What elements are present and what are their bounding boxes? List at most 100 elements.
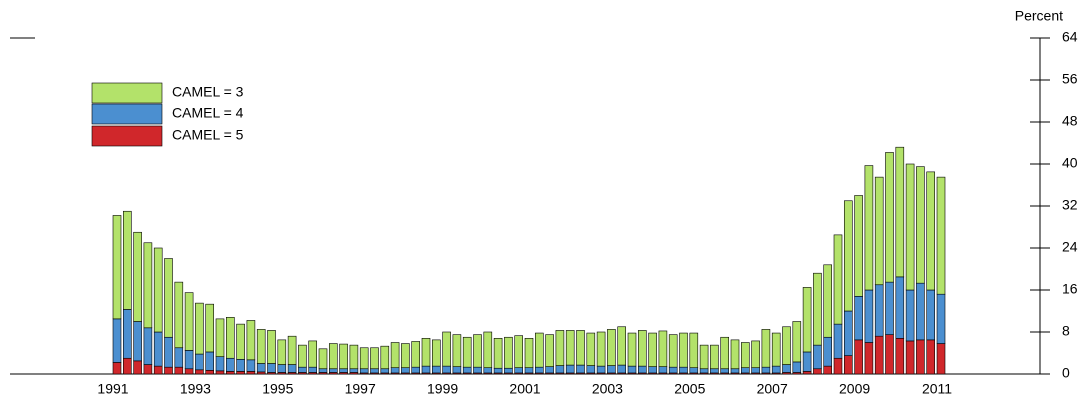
bar-segment [761, 329, 771, 368]
bar-segment [298, 366, 307, 373]
bar-segment [246, 359, 256, 372]
x-tick-label: 2001 [509, 381, 540, 397]
bar-segment [133, 321, 142, 362]
bar-segment [174, 347, 184, 368]
bar-segment [833, 234, 843, 325]
bar-segment [164, 258, 173, 338]
bar-segment [328, 343, 338, 370]
bar-segment [411, 366, 421, 374]
bar-segment [184, 368, 194, 375]
bar-segment [236, 358, 245, 372]
bar-segment [483, 331, 493, 369]
legend-label: CAMEL = 4 [172, 105, 244, 121]
bar-segment [328, 368, 338, 373]
bar-segment [596, 365, 606, 374]
bar-segment [607, 365, 616, 374]
bar-segment [246, 371, 256, 375]
bar-segment [267, 330, 276, 364]
bar-segment [565, 364, 575, 374]
bar-segment [421, 337, 431, 367]
bar-segment [843, 355, 853, 375]
bar-segment [112, 215, 122, 320]
bar-segment [730, 339, 740, 370]
legend-swatch [91, 125, 163, 147]
bar-segment [679, 366, 688, 374]
x-tick-label: 2003 [592, 381, 623, 397]
x-tick-label: 1997 [345, 381, 376, 397]
bar-segment [885, 152, 894, 283]
bar-segment [771, 332, 781, 367]
bar-segment [740, 342, 750, 369]
bar-segment [874, 335, 884, 375]
x-tick-label: 1995 [262, 381, 293, 397]
bar-segment [936, 343, 946, 375]
y-tick-label: 40 [1062, 155, 1078, 171]
bar-segment [483, 367, 493, 374]
bar-segment [895, 146, 905, 278]
bar-segment [514, 367, 524, 374]
bar-segment [936, 176, 946, 295]
bar-segment [359, 347, 369, 370]
bar-segment [761, 366, 771, 374]
bar-segment [926, 289, 936, 341]
bar-segment [411, 341, 421, 368]
bar-segment [195, 302, 204, 355]
bar-segment [864, 342, 874, 375]
bar-segment [627, 332, 637, 367]
bar-segment [545, 366, 554, 374]
bar-segment [545, 334, 554, 367]
bar-segment [287, 335, 297, 365]
bar-segment [885, 281, 894, 335]
bar-segment [895, 337, 905, 375]
bar-segment [123, 309, 132, 359]
bar-segment [226, 316, 235, 359]
bar-segment [637, 330, 647, 367]
bar-segment [565, 330, 575, 366]
bar-segment [390, 367, 400, 374]
bar-segment [596, 331, 606, 367]
bar-segment [431, 365, 441, 374]
y-tick-label: 24 [1062, 239, 1078, 255]
y-tick-label: 56 [1062, 71, 1078, 87]
bar-segment [153, 331, 163, 367]
bar-segment [534, 366, 544, 374]
legend-label: CAMEL = 3 [172, 84, 244, 100]
bar-segment [936, 293, 946, 344]
bar-segment [462, 366, 472, 374]
bar-segment [905, 163, 915, 291]
bar-segment [916, 339, 925, 375]
bar-segment [864, 289, 874, 343]
y-tick-label: 64 [1062, 29, 1078, 45]
bar-segment [174, 366, 184, 375]
bar-segment [627, 365, 637, 374]
bar-segment [699, 344, 709, 370]
bar-segment [133, 360, 142, 375]
y-tick-label: 48 [1062, 113, 1078, 129]
bar-segment [720, 368, 730, 374]
bar-segment [658, 366, 668, 374]
bar-segment [710, 344, 719, 370]
y-tick-label: 16 [1062, 281, 1078, 297]
bar-segment [617, 326, 627, 366]
y-tick-label: 8 [1062, 323, 1070, 339]
bar-segment [648, 366, 657, 374]
bar-segment [164, 366, 173, 375]
bar-segment [442, 365, 451, 374]
bar-segment [751, 340, 760, 368]
bar-segment [843, 200, 853, 312]
bar-segment [823, 336, 833, 367]
bar-segment [133, 231, 142, 322]
bar-segment [854, 195, 863, 297]
bar-segment [112, 318, 122, 363]
bar-segment [143, 327, 153, 365]
bar-segment [380, 368, 390, 374]
bar-segment [123, 210, 132, 310]
bar-segment [246, 320, 256, 361]
bar-segment [689, 367, 699, 374]
bar-segment [143, 364, 153, 375]
bar-segment [236, 371, 245, 375]
bar-segment [555, 365, 565, 374]
bar-segment [298, 344, 307, 368]
